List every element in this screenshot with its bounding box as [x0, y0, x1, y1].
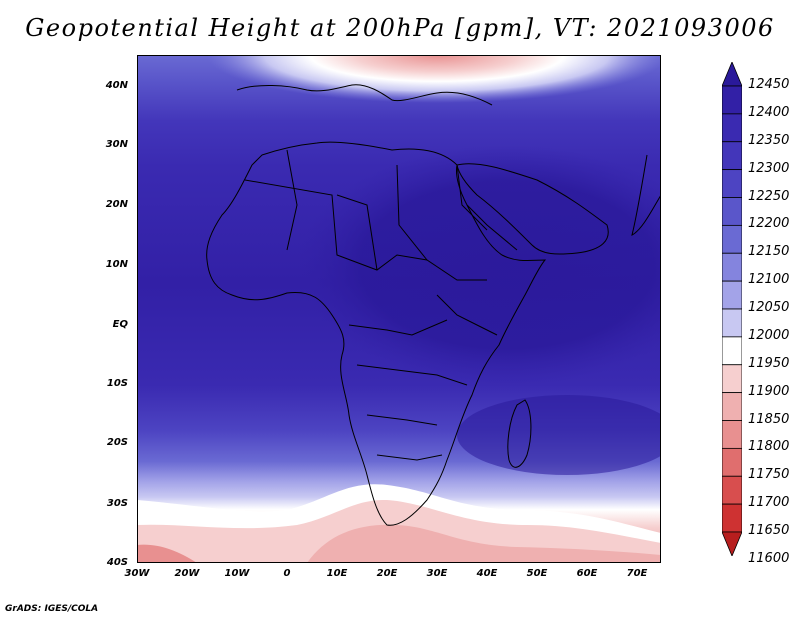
- colorbar-cell: [722, 392, 742, 421]
- colorbar-label: 12050: [748, 300, 790, 315]
- lon-label-20e: 20E: [376, 568, 398, 579]
- colorbar: [722, 62, 742, 556]
- colorbar-cell: [722, 113, 742, 143]
- colorbar-bottom-arrow: [722, 531, 742, 556]
- coastlines: [206, 84, 661, 526]
- colorbar-cell: [722, 336, 742, 366]
- lat-label-10n: 10N: [105, 259, 128, 270]
- colorbar-label: 12250: [748, 188, 790, 204]
- lat-label-20s: 20S: [106, 437, 128, 448]
- lon-label-40e: 40E: [476, 568, 498, 579]
- colorbar-label: 11650: [748, 523, 790, 538]
- lon-label-30w: 30W: [124, 568, 150, 579]
- colorbar-label: 11600: [748, 550, 790, 566]
- colorbar-cell: [722, 420, 742, 449]
- colorbar-cell: [722, 364, 742, 394]
- lat-label-30n: 30N: [105, 139, 128, 150]
- colorbar-label: 11750: [748, 467, 790, 483]
- lon-label-60e: 60E: [576, 568, 598, 579]
- lat-label-30s: 30S: [106, 498, 128, 509]
- lon-label-30e: 30E: [426, 568, 448, 579]
- colorbar-label: 12100: [748, 272, 790, 288]
- colorbar-label: 12000: [748, 327, 790, 343]
- map-panel: [137, 55, 661, 563]
- colorbar-cell: [722, 447, 742, 477]
- colorbar-cell: [722, 280, 742, 310]
- lat-label-10s: 10S: [106, 378, 128, 389]
- lat-label-40s: 40S: [106, 557, 128, 568]
- lon-label-0: 0: [283, 568, 291, 579]
- colorbar-cell: [722, 197, 742, 226]
- lon-label-10w: 10W: [224, 568, 250, 579]
- lon-label-50e: 50E: [526, 568, 548, 579]
- lat-label-eq: EQ: [112, 319, 128, 330]
- colorbar-label: 12400: [748, 104, 790, 120]
- lon-label-70e: 70E: [626, 568, 648, 579]
- lat-label-20n: 20N: [105, 199, 128, 210]
- colorbar-cell: [722, 308, 742, 338]
- credit-text: GrADS: IGES/COLA: [5, 604, 99, 614]
- colorbar-label: 12300: [748, 160, 790, 176]
- colorbar-cell: [722, 169, 742, 198]
- lon-label-10e: 10E: [326, 568, 348, 579]
- colorbar-top-arrow: [722, 62, 742, 87]
- lat-label-40n: 40N: [105, 80, 128, 91]
- map-border: [137, 55, 661, 563]
- colorbar-label: 12200: [748, 216, 790, 232]
- colorbar-label: 12350: [748, 132, 790, 148]
- colorbar-label: 12150: [748, 244, 790, 260]
- lon-label-20w: 20W: [174, 568, 200, 579]
- colorbar-label: 11950: [748, 355, 790, 371]
- colorbar-cell: [722, 85, 742, 115]
- colorbar-cell: [722, 252, 742, 282]
- colorbar-label: 11850: [748, 411, 790, 427]
- colorbar-cell: [722, 503, 742, 533]
- colorbar-label: 11900: [748, 383, 790, 399]
- colorbar-label: 11800: [748, 439, 790, 455]
- geopotential-map: [137, 55, 661, 563]
- colorbar-cell: [722, 224, 742, 254]
- colorbar-cell: [722, 141, 742, 171]
- colorbar-label: 11700: [748, 495, 790, 511]
- map-title: Geopotential Height at 200hPa [gpm], VT:…: [25, 14, 775, 42]
- colorbar-cell: [722, 475, 742, 505]
- colorbar-label: 12450: [748, 77, 790, 92]
